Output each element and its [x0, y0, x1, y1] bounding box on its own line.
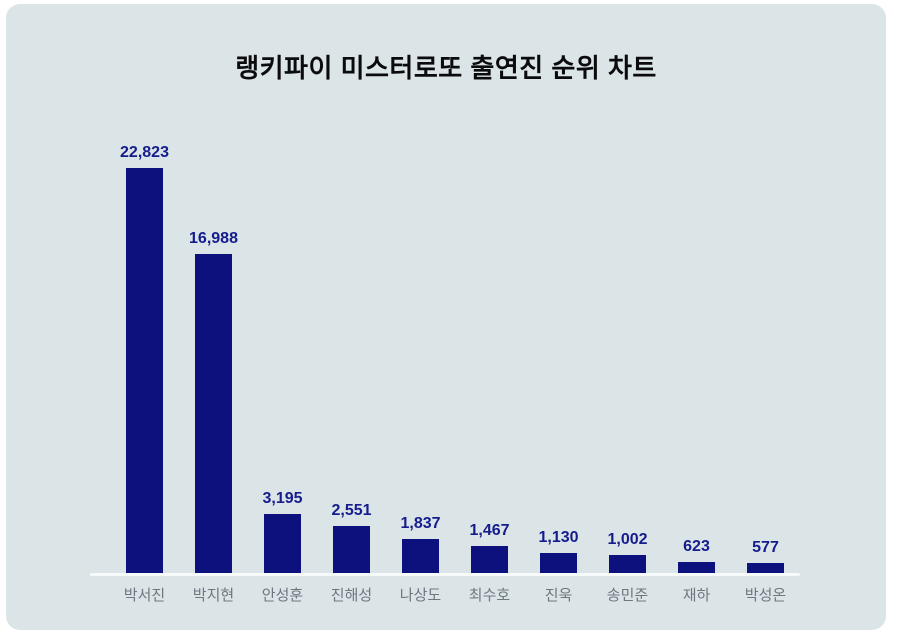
- x-axis-label: 박서진: [123, 587, 166, 604]
- x-axis-label: 박성온: [744, 587, 787, 604]
- bar-group: 1,130: [524, 144, 593, 574]
- bar-group: 3,195: [248, 144, 317, 574]
- bar-group: 16,988: [179, 144, 248, 574]
- bar-value-label: 1,837: [400, 515, 441, 532]
- bar: [333, 526, 370, 574]
- x-axis-label: 진해성: [330, 587, 373, 604]
- bar: [609, 555, 646, 574]
- bar-group: 1,467: [455, 144, 524, 574]
- x-axis-label: 최수호: [468, 587, 511, 604]
- x-axis-label: 송민준: [606, 587, 649, 604]
- bar: [747, 563, 784, 574]
- bar: [471, 546, 508, 574]
- bar: [540, 553, 577, 574]
- x-axis-line: [90, 573, 800, 576]
- bar-group: 1,002: [593, 144, 662, 574]
- bar-value-label: 1,467: [469, 522, 510, 539]
- bar-value-label: 1,002: [607, 531, 648, 548]
- bar-value-label: 623: [683, 538, 710, 555]
- bar-value-label: 1,130: [538, 529, 579, 546]
- bar: [195, 254, 232, 574]
- bar-value-label: 577: [752, 539, 779, 556]
- bar: [126, 168, 163, 574]
- bars-container: 22,823 16,988 3,195 2,551 1,837 1,467 1,130 1,0…: [110, 144, 800, 574]
- bar: [402, 539, 439, 574]
- plot-area: 22,823 16,988 3,195 2,551 1,837 1,467 1,130 1,0…: [90, 144, 800, 576]
- x-axis-label: 나상도: [399, 587, 442, 604]
- bar-value-label: 3,195: [262, 490, 303, 507]
- bar-group: 2,551: [317, 144, 386, 574]
- bar: [678, 562, 715, 574]
- x-axis-label: 진욱: [544, 587, 573, 604]
- x-axis-label: 박지현: [192, 587, 235, 604]
- bar-value-label: 2,551: [331, 502, 372, 519]
- bar-group: 1,837: [386, 144, 455, 574]
- x-axis-label: 안성훈: [261, 587, 304, 604]
- bar: [264, 514, 301, 574]
- x-axis-label: 재하: [682, 587, 711, 604]
- bar-value-label: 22,823: [120, 144, 169, 161]
- x-axis-labels: 박서진 박지현 안성훈 진해성 나상도 최수호 진욱 송민준 재하 박성온: [110, 584, 800, 605]
- bar-group: 22,823: [110, 144, 179, 574]
- chart-panel: 랭키파이 미스터로또 출연진 순위 차트 22,823 16,988 3,195 2,…: [6, 4, 886, 630]
- bar-group: 577: [731, 144, 800, 574]
- bar-value-label: 16,988: [189, 230, 238, 247]
- bar-group: 623: [662, 144, 731, 574]
- chart-title: 랭키파이 미스터로또 출연진 순위 차트: [235, 53, 657, 83]
